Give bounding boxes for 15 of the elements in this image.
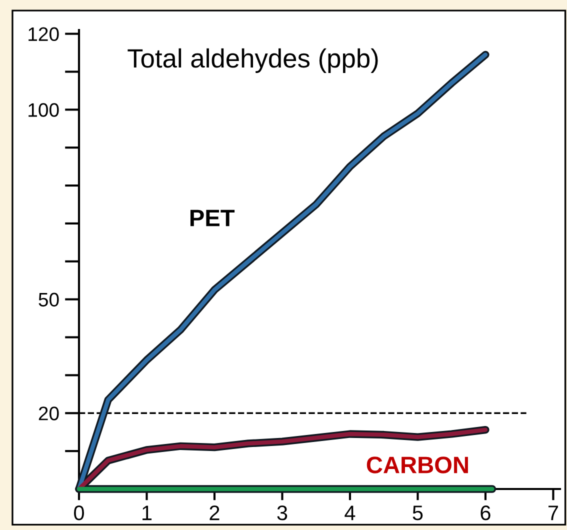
- x-tick-label: 7: [548, 506, 558, 520]
- x-tick-label: 6: [480, 506, 490, 520]
- x-tick-label: 5: [412, 506, 423, 520]
- y-tick-label: 50: [38, 292, 59, 307]
- x-tick-label: 4: [344, 506, 356, 520]
- x-tick-label: 1: [142, 506, 152, 520]
- series-label: PET: [190, 210, 235, 226]
- y-tick-label: 100: [28, 103, 59, 117]
- text: Total aldehydes (ppb): [128, 48, 378, 73]
- x-tick-label: 3: [277, 506, 288, 520]
- x-tick-label: 2: [210, 506, 220, 520]
- y-tick-label: 120: [28, 27, 59, 42]
- x-tick-label: 0: [74, 506, 84, 520]
- series-label: CARBON: [366, 456, 468, 474]
- y-tick-label: 20: [38, 406, 59, 420]
